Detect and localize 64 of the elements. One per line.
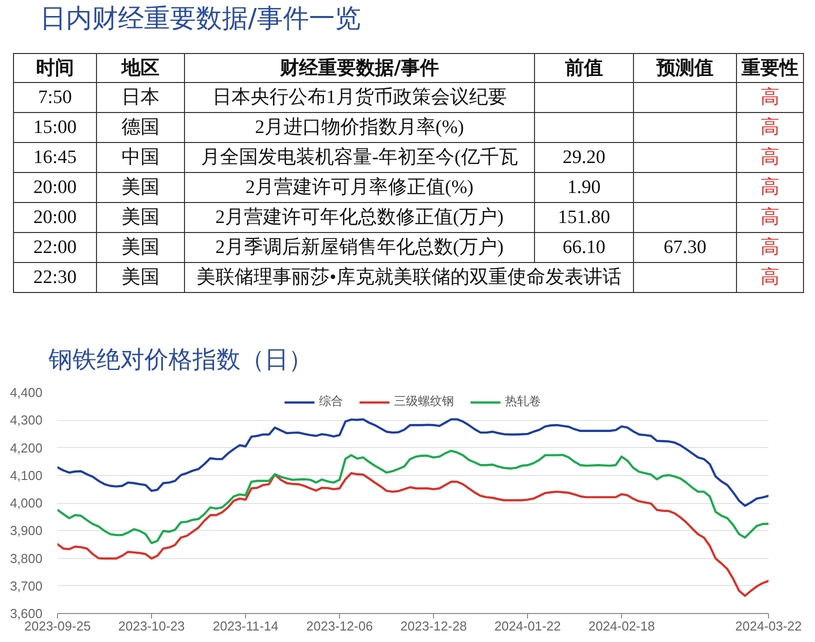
- y-tick-label: 3,900: [10, 523, 43, 538]
- line-series: [58, 472, 768, 597]
- text: 高: [760, 116, 780, 138]
- text: 美联储理事丽莎•库克就美联储的双重使命发表讲话: [196, 266, 622, 288]
- y-tick-label: 3,600: [10, 606, 43, 621]
- text: 2月季调后新屋销售年化总数(万户): [215, 236, 504, 258]
- text: 66.10: [562, 236, 606, 258]
- text: 中国: [122, 146, 160, 168]
- text: 22:00: [33, 236, 77, 258]
- y-tick-label: 4,200: [10, 440, 43, 456]
- x-tick-label: 2023-12-28: [400, 618, 467, 634]
- category-label: 预测值: [634, 54, 736, 82]
- text: 22:30: [33, 266, 77, 288]
- x-tick-label: 2023-12-06: [306, 618, 373, 634]
- text: 高: [760, 146, 780, 168]
- text: 2月营建许可月率修正值(%): [246, 176, 474, 198]
- line-series: [58, 418, 768, 507]
- text: 15:00: [33, 116, 77, 138]
- text: 高: [760, 236, 780, 258]
- text: 16:45: [33, 146, 77, 168]
- y-tick-label: 4,100: [10, 468, 43, 483]
- y-tick-label: 3,700: [10, 578, 43, 594]
- text: 日本: [122, 86, 160, 108]
- legend-label: 综合: [319, 393, 343, 410]
- text: 美国: [122, 206, 160, 228]
- text: 151.80: [558, 206, 610, 228]
- text: 高: [760, 206, 780, 228]
- y-tick-label: 4,300: [10, 412, 43, 428]
- text: 2月进口物价指数月率(%): [255, 116, 464, 138]
- x-tick-label: 2024-03-22: [735, 618, 802, 634]
- text: 月全国发电装机容量-年初至今(亿千瓦: [201, 146, 518, 168]
- legend-label: 热轧卷: [505, 393, 541, 410]
- y-tick-label: 4,400: [10, 385, 43, 400]
- text: 美国: [122, 266, 160, 288]
- text: 高: [760, 266, 780, 288]
- text: 1.90: [567, 176, 601, 198]
- y-tick-label: 4,000: [10, 496, 43, 510]
- category-label: 财经重要数据/事件: [184, 54, 534, 82]
- text: 美国: [122, 236, 160, 258]
- x-tick-label: 2024-02-18: [588, 618, 655, 634]
- text: 2月营建许可年化总数修正值(万户): [215, 206, 504, 228]
- category-label: 重要性: [736, 54, 804, 82]
- x-tick-label: 2023-11-14: [212, 618, 278, 634]
- chart-title: 钢铁绝对价格指数（日）: [48, 346, 312, 374]
- text: 德国: [122, 116, 160, 138]
- text: 67.30: [664, 236, 706, 258]
- x-tick-label: 2023-09-25: [24, 618, 91, 634]
- text: 高: [760, 86, 780, 108]
- text: 美国: [122, 176, 160, 198]
- text: 7:50: [38, 86, 72, 108]
- category-label: 时间: [14, 54, 96, 82]
- text: 日内财经重要数据/事件一览: [40, 3, 361, 36]
- text: 20:00: [33, 176, 77, 198]
- text: 日本央行公布1月货币政策会议纪要: [212, 86, 507, 108]
- text: 29.20: [562, 146, 606, 168]
- y-tick-label: 3,800: [10, 550, 43, 566]
- legend-label: 三级螺纹钢: [394, 393, 454, 410]
- line-series: [58, 450, 768, 544]
- category-label: 地区: [96, 54, 184, 82]
- text: 20:00: [33, 206, 77, 228]
- category-label: 前值: [534, 54, 634, 82]
- text: 高: [760, 176, 780, 198]
- x-tick-label: 2023-10-23: [118, 618, 185, 634]
- x-tick-label: 2024-01-22: [494, 618, 561, 634]
